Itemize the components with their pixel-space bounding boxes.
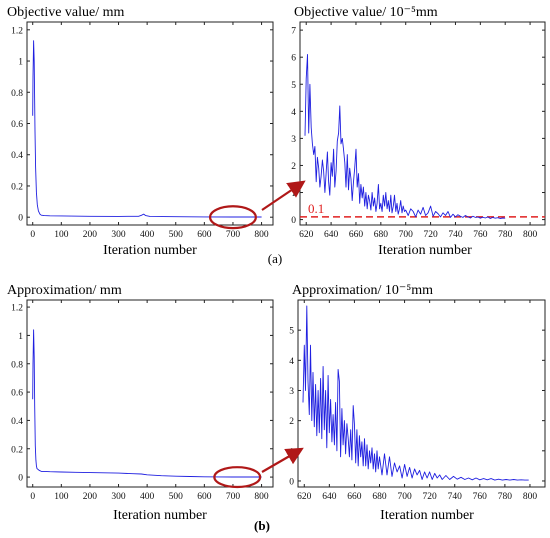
y-tick-label: 4 (291, 108, 296, 118)
chart-title: Objective value/ mm (7, 5, 125, 20)
zoom-region-ellipse (213, 466, 262, 489)
x-tick-label: 780 (498, 492, 513, 502)
y-tick-label: 0 (18, 214, 23, 224)
x-tick-label: 760 (473, 230, 488, 240)
y-tick-label: 1.2 (11, 26, 23, 36)
chart-title: Approximation/ 10⁻⁵mm (292, 283, 433, 298)
x-tick-label: 780 (498, 230, 513, 240)
x-tick-label: 500 (169, 492, 184, 502)
x-tick-label: 0 (30, 230, 35, 240)
x-tick-label: 740 (448, 230, 463, 240)
x-tick-label: 760 (473, 492, 488, 502)
x-tick-label: 100 (54, 492, 69, 502)
plot-frame (26, 21, 274, 226)
x-tick-label: 800 (254, 492, 269, 502)
y-tick-label: 2 (291, 162, 296, 172)
x-tick-label: 500 (169, 230, 184, 240)
series-line (304, 54, 506, 219)
x-axis-label: Iteration number (113, 508, 207, 523)
x-tick-label: 720 (423, 492, 438, 502)
x-tick-label: 660 (349, 230, 364, 240)
chart-a-left: Objective value/ mm Iteration number 0 100 2… (7, 5, 274, 258)
series-line (32, 40, 262, 218)
x-tick-label: 800 (523, 492, 538, 502)
x-tick-label: 800 (254, 230, 269, 240)
series-line (32, 329, 262, 478)
series-line (302, 305, 529, 481)
x-tick-label: 740 (448, 492, 463, 502)
y-tick-label: 7 (291, 27, 296, 37)
x-tick-label: 700 (226, 230, 241, 240)
x-tick-label: 680 (372, 492, 387, 502)
x-tick-label: 600 (197, 230, 212, 240)
y-tick-label: 6 (291, 54, 296, 64)
y-tick-label: 1 (18, 332, 23, 342)
x-tick-label: 660 (347, 492, 362, 502)
y-tick-label: 5 (291, 81, 296, 91)
zoom-arrows (261, 180, 306, 473)
y-tick-label: 1.2 (11, 304, 23, 314)
y-tick-label: 0 (291, 216, 296, 226)
plot-frame (26, 299, 274, 488)
x-tick-label: 300 (111, 230, 126, 240)
y-tick-label: 0.8 (11, 89, 23, 99)
plot-frame (299, 21, 546, 226)
chart-b-left: Approximation/ mm Iteration number 0 100 200… (7, 283, 274, 523)
y-tick-label: 0.6 (11, 389, 23, 399)
y-tick-label: 1 (18, 58, 23, 68)
chart-a-right: Objective value/ 10⁻⁵mm Iteration number 6… (291, 5, 546, 258)
plot-frame (297, 299, 546, 488)
chart-title: Approximation/ mm (7, 283, 122, 298)
y-tick-label: 0.4 (11, 151, 23, 161)
x-tick-label: 600 (197, 492, 212, 502)
x-tick-label: 620 (297, 492, 312, 502)
x-tick-label: 400 (140, 230, 155, 240)
y-tick-label: 4 (289, 357, 294, 367)
x-tick-label: 0 (30, 492, 35, 502)
y-tick-label: 0.2 (11, 182, 23, 192)
y-tick-label: 0.4 (11, 417, 23, 427)
x-tick-label: 800 (523, 230, 538, 240)
y-tick-label: 3 (291, 135, 296, 145)
y-tick-label: 0.8 (11, 360, 23, 370)
x-tick-label: 700 (397, 492, 412, 502)
zoom-region-ellipse (208, 205, 257, 230)
threshold-label: 0.1 (308, 201, 324, 216)
x-tick-label: 400 (140, 492, 155, 502)
chart-title: Objective value/ 10⁻⁵mm (294, 5, 438, 20)
x-tick-label: 200 (83, 492, 98, 502)
panel-label-a: (a) (268, 251, 282, 266)
zoom-arrow-b (261, 447, 304, 473)
x-tick-label: 300 (111, 492, 126, 502)
zoom-arrow-a (261, 180, 306, 211)
y-tick-label: 3 (289, 387, 294, 397)
x-tick-label: 640 (322, 492, 337, 502)
x-tick-label: 680 (374, 230, 389, 240)
panel-label-b: (b) (254, 518, 270, 533)
x-tick-label: 640 (324, 230, 339, 240)
x-axis-label: Iteration number (380, 508, 474, 523)
chart-b-right: Approximation/ 10⁻⁵mm Iteration number 620… (289, 283, 546, 523)
x-tick-label: 200 (83, 230, 98, 240)
y-tick-label: 0.2 (11, 445, 23, 455)
y-tick-label: 0 (289, 477, 294, 487)
y-tick-label: 5 (289, 327, 294, 337)
y-tick-label: 0 (18, 474, 23, 484)
x-axis-label: Iteration number (378, 243, 472, 258)
x-axis-label: Iteration number (103, 243, 197, 258)
x-tick-label: 700 (399, 230, 414, 240)
y-tick-label: 2 (289, 417, 294, 427)
x-tick-label: 700 (226, 492, 241, 502)
x-tick-label: 720 (423, 230, 438, 240)
x-tick-label: 620 (299, 230, 314, 240)
x-tick-label: 100 (54, 230, 69, 240)
y-tick-label: 0.6 (11, 120, 23, 130)
